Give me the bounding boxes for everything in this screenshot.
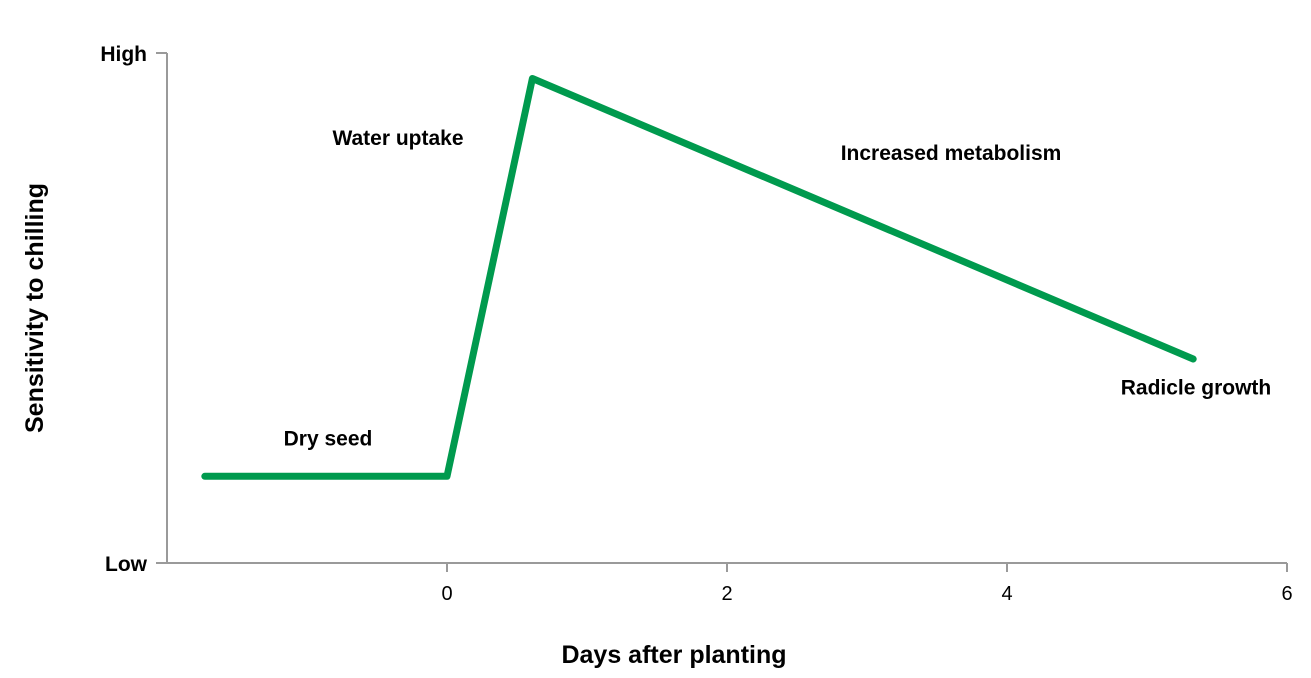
ticks: 0 2 4 6 Low High: [100, 43, 1292, 605]
y-tick-label: Low: [105, 553, 148, 576]
annotations: Dry seed Water uptake Increased metabolism…: [284, 127, 1272, 451]
annotation-label: Dry seed: [284, 428, 373, 451]
annotation-label: Water uptake: [332, 127, 463, 150]
sensitivity-line: [201, 75, 1197, 480]
y-axis-label: Sensitivity to chilling: [21, 183, 49, 433]
x-tick-label: 0: [441, 583, 452, 605]
x-axis-label: Days after planting: [561, 641, 786, 669]
x-tick-label: 4: [1001, 583, 1012, 605]
annotation-label: Radicle growth: [1121, 377, 1272, 400]
y-tick-label: High: [100, 43, 147, 66]
x-tick-label: 6: [1281, 583, 1292, 605]
annotation-label: Increased metabolism: [841, 142, 1062, 165]
x-tick-label: 2: [721, 583, 732, 605]
